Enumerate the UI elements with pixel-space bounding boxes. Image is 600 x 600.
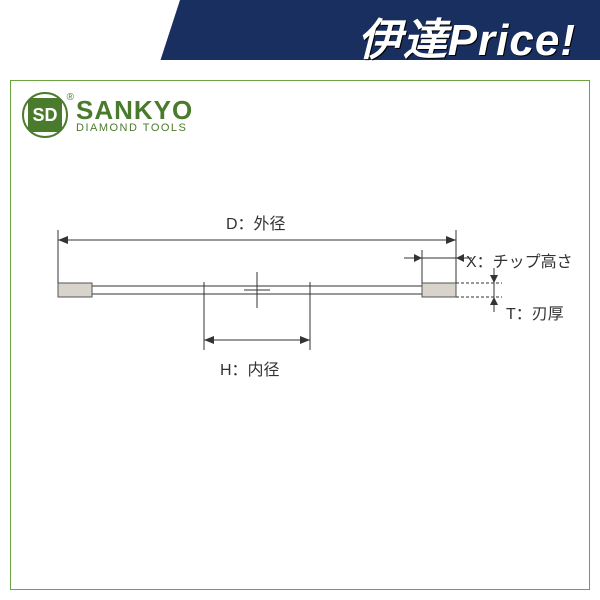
diagram-svg bbox=[46, 200, 546, 400]
label-t: T：刃厚 bbox=[506, 300, 564, 324]
banner-text: 伊達Price! bbox=[358, 4, 576, 68]
label-h: H：内径 bbox=[220, 356, 280, 380]
logo-text-block: SANKYO DIAMOND TOOLS bbox=[76, 97, 193, 134]
arrow-t-top bbox=[490, 275, 498, 283]
blade-tip-left bbox=[58, 283, 92, 297]
arrow-h-left bbox=[204, 336, 214, 344]
banner-bg-fill bbox=[580, 0, 600, 60]
arrow-x-left bbox=[414, 254, 422, 262]
logo-sd-circle: SD ® bbox=[22, 92, 68, 138]
blade-dimension-diagram: D：外径 H：内径 X：チップ高さ T：刃厚 bbox=[46, 200, 546, 400]
arrow-t-bot bbox=[490, 297, 498, 305]
arrow-h-right bbox=[300, 336, 310, 344]
blade-tip-right bbox=[422, 283, 456, 297]
price-banner: 伊達Price! bbox=[0, 0, 600, 70]
arrow-d-left bbox=[58, 236, 68, 244]
arrow-x-right bbox=[456, 254, 464, 262]
logo-subtitle: DIAMOND TOOLS bbox=[76, 123, 193, 134]
registered-icon: ® bbox=[67, 92, 74, 103]
brand-logo: SD ® SANKYO DIAMOND TOOLS bbox=[22, 92, 193, 138]
logo-sd-text: SD bbox=[28, 98, 62, 132]
label-d: D：外径 bbox=[226, 210, 286, 234]
label-x: X：チップ高さ bbox=[466, 248, 573, 272]
logo-name: SANKYO bbox=[76, 97, 193, 123]
arrow-d-right bbox=[446, 236, 456, 244]
